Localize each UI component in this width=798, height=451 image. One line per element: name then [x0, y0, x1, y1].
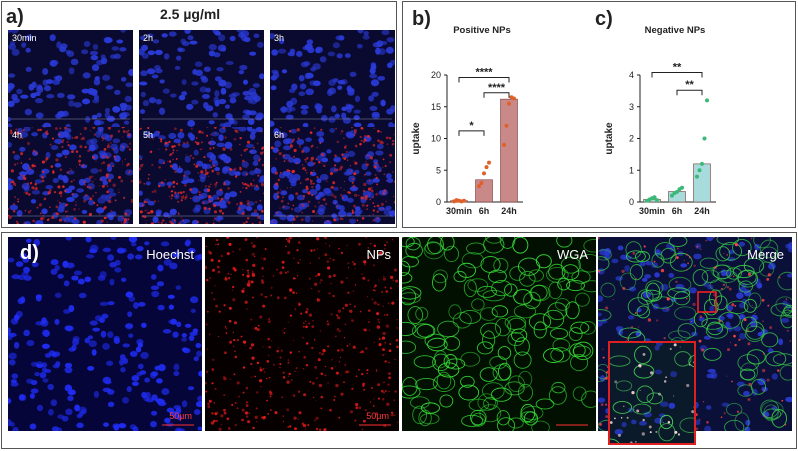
data-point — [512, 96, 516, 101]
y-tick-label: 0 — [629, 197, 634, 207]
y-axis-label: uptake — [604, 122, 615, 155]
y-tick-label: 15 — [431, 102, 441, 112]
data-point — [700, 161, 704, 166]
chart-negative-nps: Negative NPs 0 1 2 3 4 uptake 30min 6h 24h **** — [604, 25, 716, 216]
x-tick-label: 6h — [479, 206, 490, 216]
significance-label: **** — [475, 67, 493, 79]
channel-tile: Hoechst 50µm — [8, 237, 202, 431]
y-tick-label: 5 — [436, 165, 441, 175]
time-label: 2h — [143, 33, 154, 43]
time-tile: 5h — [139, 127, 264, 224]
channel-label: WGA — [556, 247, 588, 262]
time-label: 6h — [274, 130, 285, 140]
panel-d-letter: d) — [20, 242, 39, 264]
data-point — [507, 101, 511, 106]
time-tile: 30min — [8, 30, 133, 127]
panel-a-letter: a) — [6, 6, 24, 28]
y-tick-label: 4 — [629, 70, 634, 80]
x-tick-label: 24h — [501, 206, 517, 216]
merge-zoom-inset — [608, 341, 696, 445]
data-point — [482, 171, 486, 176]
significance-bracket — [651, 71, 703, 78]
y-tick-label: 0 — [436, 197, 441, 207]
y-tick-label: 3 — [629, 102, 634, 112]
data-point — [484, 165, 489, 170]
bar — [693, 163, 711, 203]
y-axis-label: uptake — [411, 122, 422, 155]
significance-label: ** — [673, 61, 682, 73]
y-tick-label: 2 — [629, 134, 634, 144]
x-tick-label: 24h — [694, 206, 710, 216]
data-point — [479, 180, 484, 185]
data-point — [502, 142, 506, 147]
significance-bracket — [676, 89, 703, 96]
data-point — [675, 189, 679, 194]
data-point — [487, 160, 491, 165]
time-tile: 6h — [270, 127, 395, 224]
data-point — [702, 136, 707, 141]
panel-b-letter: b) — [412, 8, 431, 30]
time-label: 5h — [143, 130, 154, 140]
data-point — [680, 185, 684, 190]
concentration-label: 2.5 µg/ml — [160, 6, 221, 22]
data-point — [477, 184, 481, 189]
channel-label: NPs — [366, 247, 391, 262]
significance-bracket — [458, 77, 510, 83]
chart-title: Negative NPs — [645, 25, 706, 36]
time-tile: 2h — [139, 30, 264, 127]
y-tick-label: 20 — [431, 70, 441, 80]
x-tick-label: 30min — [446, 206, 472, 216]
x-tick-label: 6h — [672, 206, 683, 216]
chart-title: Positive NPs — [453, 25, 511, 36]
channel-tile: NPs 50µm — [205, 237, 399, 431]
y-tick-label: 1 — [629, 165, 634, 175]
channel-label: Merge — [747, 247, 784, 262]
significance-label: * — [469, 120, 474, 132]
data-point — [705, 98, 709, 103]
data-point — [670, 193, 674, 198]
data-point — [697, 168, 702, 173]
data-point — [695, 174, 699, 179]
channel-label: Hoechst — [146, 247, 194, 262]
data-point — [652, 195, 657, 200]
significance-label: ** — [685, 79, 694, 91]
significance-bracket — [458, 130, 485, 136]
bar — [475, 179, 493, 203]
channel-tile: WGA — [402, 237, 596, 431]
scale-bar-label: 50µm — [366, 411, 389, 421]
time-label: 3h — [274, 33, 285, 43]
data-point — [504, 123, 509, 128]
significance-bracket — [483, 92, 510, 98]
data-point — [462, 198, 466, 203]
time-label: 4h — [12, 130, 23, 140]
panel-b-frame — [402, 1, 796, 228]
bar — [500, 98, 518, 203]
significance-label: **** — [488, 82, 506, 94]
time-tile: 4h — [8, 127, 133, 224]
time-label: 30min — [12, 33, 37, 43]
time-tile: 3h — [270, 30, 395, 127]
scale-bar-label: 50µm — [169, 411, 192, 421]
data-point — [655, 198, 659, 203]
panel-c-letter: c) — [595, 8, 613, 30]
x-tick-label: 30min — [639, 206, 665, 216]
y-tick-label: 10 — [431, 134, 441, 144]
